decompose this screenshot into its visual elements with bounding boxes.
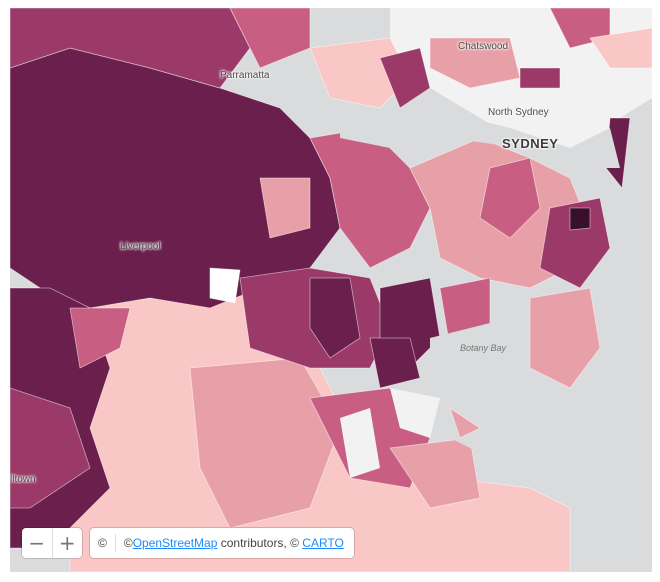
harbour-water: [340, 108, 620, 168]
label-chatswood: Chatswood: [458, 41, 509, 52]
map-attribution: © © OpenStreetMap contributors, © CARTO: [90, 528, 354, 558]
region-bay-edge[interactable]: [449, 407, 481, 439]
region-north-3[interactable]: [519, 67, 561, 89]
attribution-prefix: ©: [123, 536, 133, 550]
zoom-out-button[interactable]: −: [22, 528, 53, 558]
zoom-control: − +: [22, 528, 82, 558]
plus-icon: +: [58, 531, 76, 555]
region-eastern-dark[interactable]: [569, 207, 591, 231]
label-parramatta: Parramatta: [220, 70, 270, 81]
region-no-data[interactable]: [209, 267, 241, 304]
region-north-2[interactable]: [379, 47, 431, 109]
openstreetmap-link[interactable]: OpenStreetMap: [132, 536, 218, 550]
label-sydney: SYDNEY: [502, 136, 559, 151]
minus-icon: −: [28, 531, 46, 555]
land-bay-west: [390, 388, 440, 438]
attribution-info-icon[interactable]: ©: [98, 536, 107, 550]
carto-link[interactable]: CARTO: [302, 536, 344, 550]
region-eastern-suburbs[interactable]: [539, 197, 611, 289]
region-chatswood[interactable]: [429, 37, 521, 89]
attribution-middle: contributors, ©: [217, 536, 303, 550]
region-central-dark[interactable]: [309, 277, 361, 359]
label-north-sydney: North Sydney: [488, 107, 549, 118]
choropleth-map[interactable]: Chatswood Parramatta North Sydney SYDNEY…: [10, 8, 652, 572]
region-central-pink[interactable]: [259, 177, 311, 239]
label-botany-bay: Botany Bay: [460, 343, 507, 353]
label-liverpool: Liverpool: [120, 241, 161, 252]
region-parramatta[interactable]: [229, 8, 311, 69]
region-east-2[interactable]: [479, 157, 541, 239]
region-south-west-2[interactable]: [10, 387, 91, 509]
zoom-in-button[interactable]: +: [53, 528, 83, 558]
region-west-small[interactable]: [69, 307, 131, 369]
region-north-5[interactable]: [589, 27, 652, 69]
region-central-dark-3[interactable]: [369, 337, 421, 389]
map-canvas[interactable]: [10, 8, 652, 572]
land-south-inner: [340, 408, 380, 478]
attribution-divider: [114, 534, 116, 552]
label-town: lltown: [10, 474, 36, 485]
region-south-3[interactable]: [389, 437, 481, 509]
region-south-east[interactable]: [529, 287, 601, 389]
